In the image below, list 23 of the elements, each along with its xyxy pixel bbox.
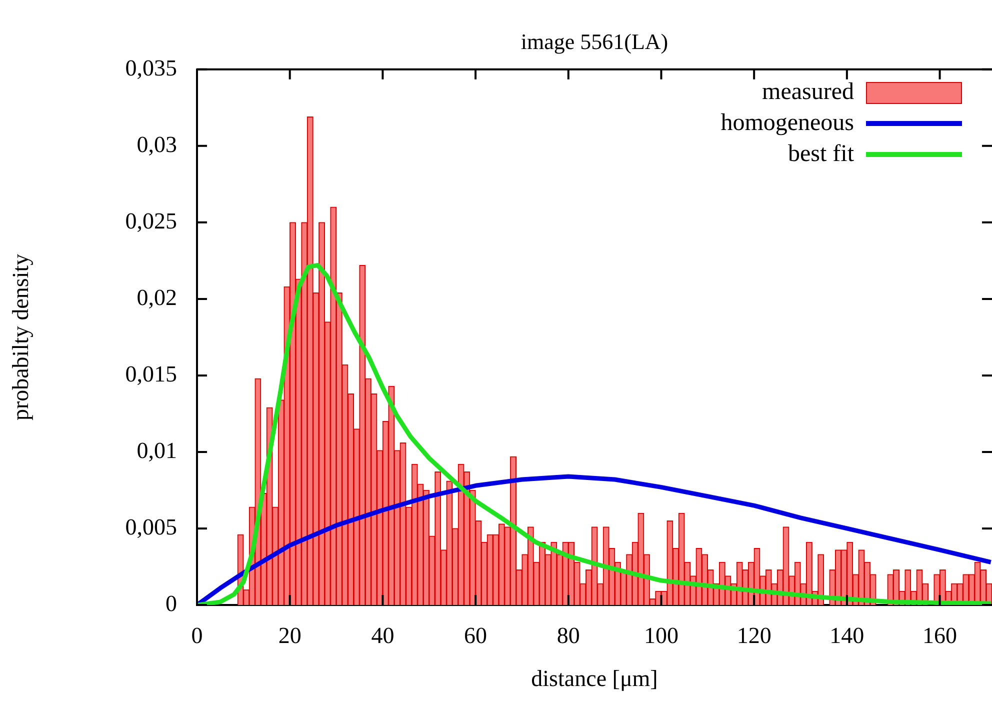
y-tick-label: 0,015 <box>125 362 177 387</box>
y-tick-label: 0,005 <box>125 514 177 540</box>
x-tick-label: 0 <box>191 622 203 648</box>
x-tick-label: 80 <box>556 622 580 648</box>
y-tick-label: 0,03 <box>136 132 177 157</box>
y-tick-label: 0,025 <box>125 208 177 234</box>
y-tick-label: 0,035 <box>125 55 177 80</box>
y-axis-title: probabilty density <box>8 253 33 421</box>
x-tick-label: 20 <box>278 622 302 648</box>
legend-label: measured <box>762 79 854 106</box>
chart-title: image 5561(LA) <box>520 28 668 54</box>
x-axis-title: distance [μm] <box>531 666 658 692</box>
x-tick-label: 120 <box>736 622 772 648</box>
legend-label: best fit <box>788 141 854 168</box>
x-tick-label: 100 <box>644 622 678 648</box>
y-tick-label: 0,01 <box>136 438 177 464</box>
y-tick-label: 0 <box>166 591 177 616</box>
x-tick-label: 40 <box>371 622 394 648</box>
legend-label: homogeneous <box>720 110 854 138</box>
x-tick-label: 160 <box>922 622 958 648</box>
x-tick-label: 60 <box>464 622 488 648</box>
y-tick-label: 0,02 <box>136 284 177 310</box>
x-tick-label: 140 <box>830 622 864 648</box>
